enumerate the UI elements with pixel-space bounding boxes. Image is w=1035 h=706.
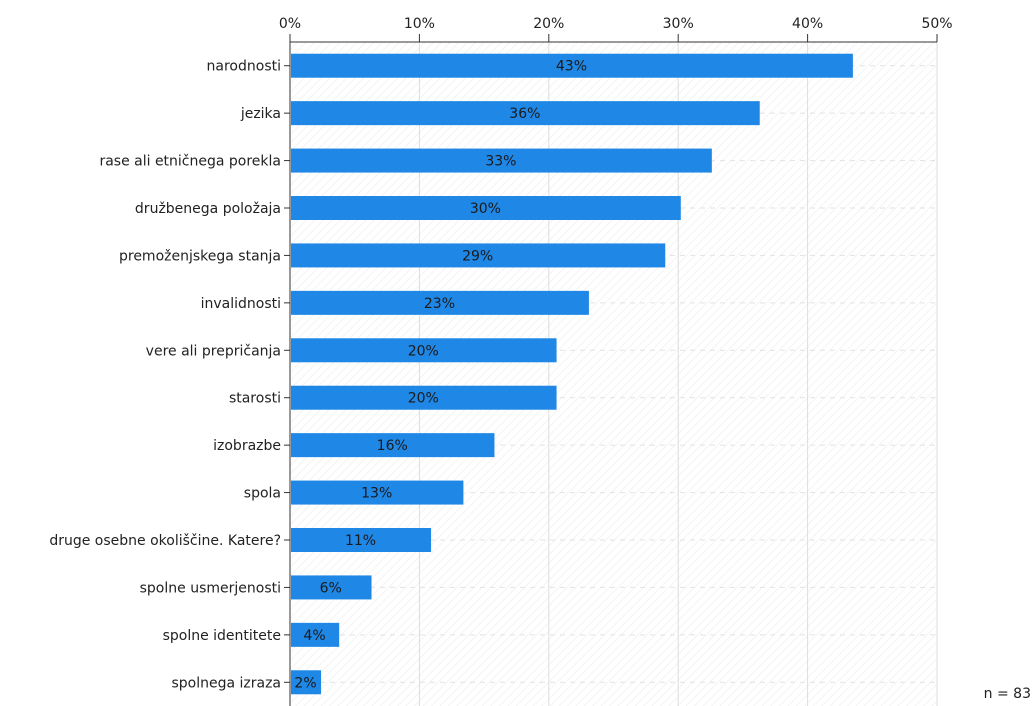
data-label: 29%	[462, 248, 493, 264]
bar	[291, 338, 557, 363]
data-label: 20%	[408, 391, 439, 407]
category-label: spolne usmerjenosti	[140, 580, 281, 596]
data-label: 13%	[361, 486, 392, 502]
bars	[291, 53, 853, 695]
data-label: 33%	[485, 154, 516, 170]
category-label: vere ali prepričanja	[146, 343, 281, 359]
category-label: narodnosti	[207, 59, 281, 75]
bar	[291, 243, 666, 268]
x-tick-label: 50%	[921, 16, 952, 32]
data-label: 20%	[408, 343, 439, 359]
bar	[291, 480, 464, 505]
bar	[291, 196, 681, 220]
x-tick-label: 20%	[533, 16, 564, 32]
category-label: spolnega izraza	[171, 675, 281, 691]
data-label: 36%	[509, 106, 540, 122]
bar	[291, 528, 432, 552]
category-label: druge osebne okoliščine. Katere?	[49, 533, 281, 549]
data-label: 6%	[320, 580, 342, 596]
data-label: 4%	[303, 628, 325, 644]
bar	[291, 670, 322, 695]
category-label: izobrazbe	[213, 438, 281, 454]
data-label: 2%	[294, 675, 316, 691]
category-label: starosti	[229, 391, 281, 407]
bar	[291, 575, 372, 600]
bar	[291, 622, 340, 647]
category-label: družbenega položaja	[135, 201, 281, 217]
category-label: spolne identitete	[163, 628, 281, 644]
bar	[291, 433, 495, 458]
data-label: 30%	[470, 201, 501, 217]
bar	[291, 290, 589, 315]
x-tick-label: 0%	[279, 16, 301, 32]
sample-size-note: n = 83	[983, 686, 1031, 702]
data-label: 23%	[424, 296, 455, 312]
axes: 0% 10% 20% 30% 40% 50%	[279, 16, 953, 706]
category-label: jezika	[240, 106, 281, 122]
category-label: invalidnosti	[201, 296, 281, 312]
category-label: rase ali etničnega porekla	[99, 154, 281, 170]
data-label: 16%	[377, 438, 408, 454]
data-label: 11%	[345, 533, 376, 549]
plot-area	[290, 42, 937, 706]
bar	[291, 148, 712, 173]
x-tick-label: 10%	[404, 16, 435, 32]
bar	[291, 53, 853, 78]
x-tick-label: 30%	[663, 16, 694, 32]
category-label: spola	[244, 486, 281, 502]
category-label: premoženjskega stanja	[119, 248, 281, 264]
bar	[291, 385, 557, 410]
labels: narodnosti 43% jezika 36% rase ali etničnega…	[49, 59, 587, 692]
data-label: 43%	[556, 59, 587, 75]
bar	[291, 101, 760, 126]
x-tick-label: 40%	[792, 16, 823, 32]
